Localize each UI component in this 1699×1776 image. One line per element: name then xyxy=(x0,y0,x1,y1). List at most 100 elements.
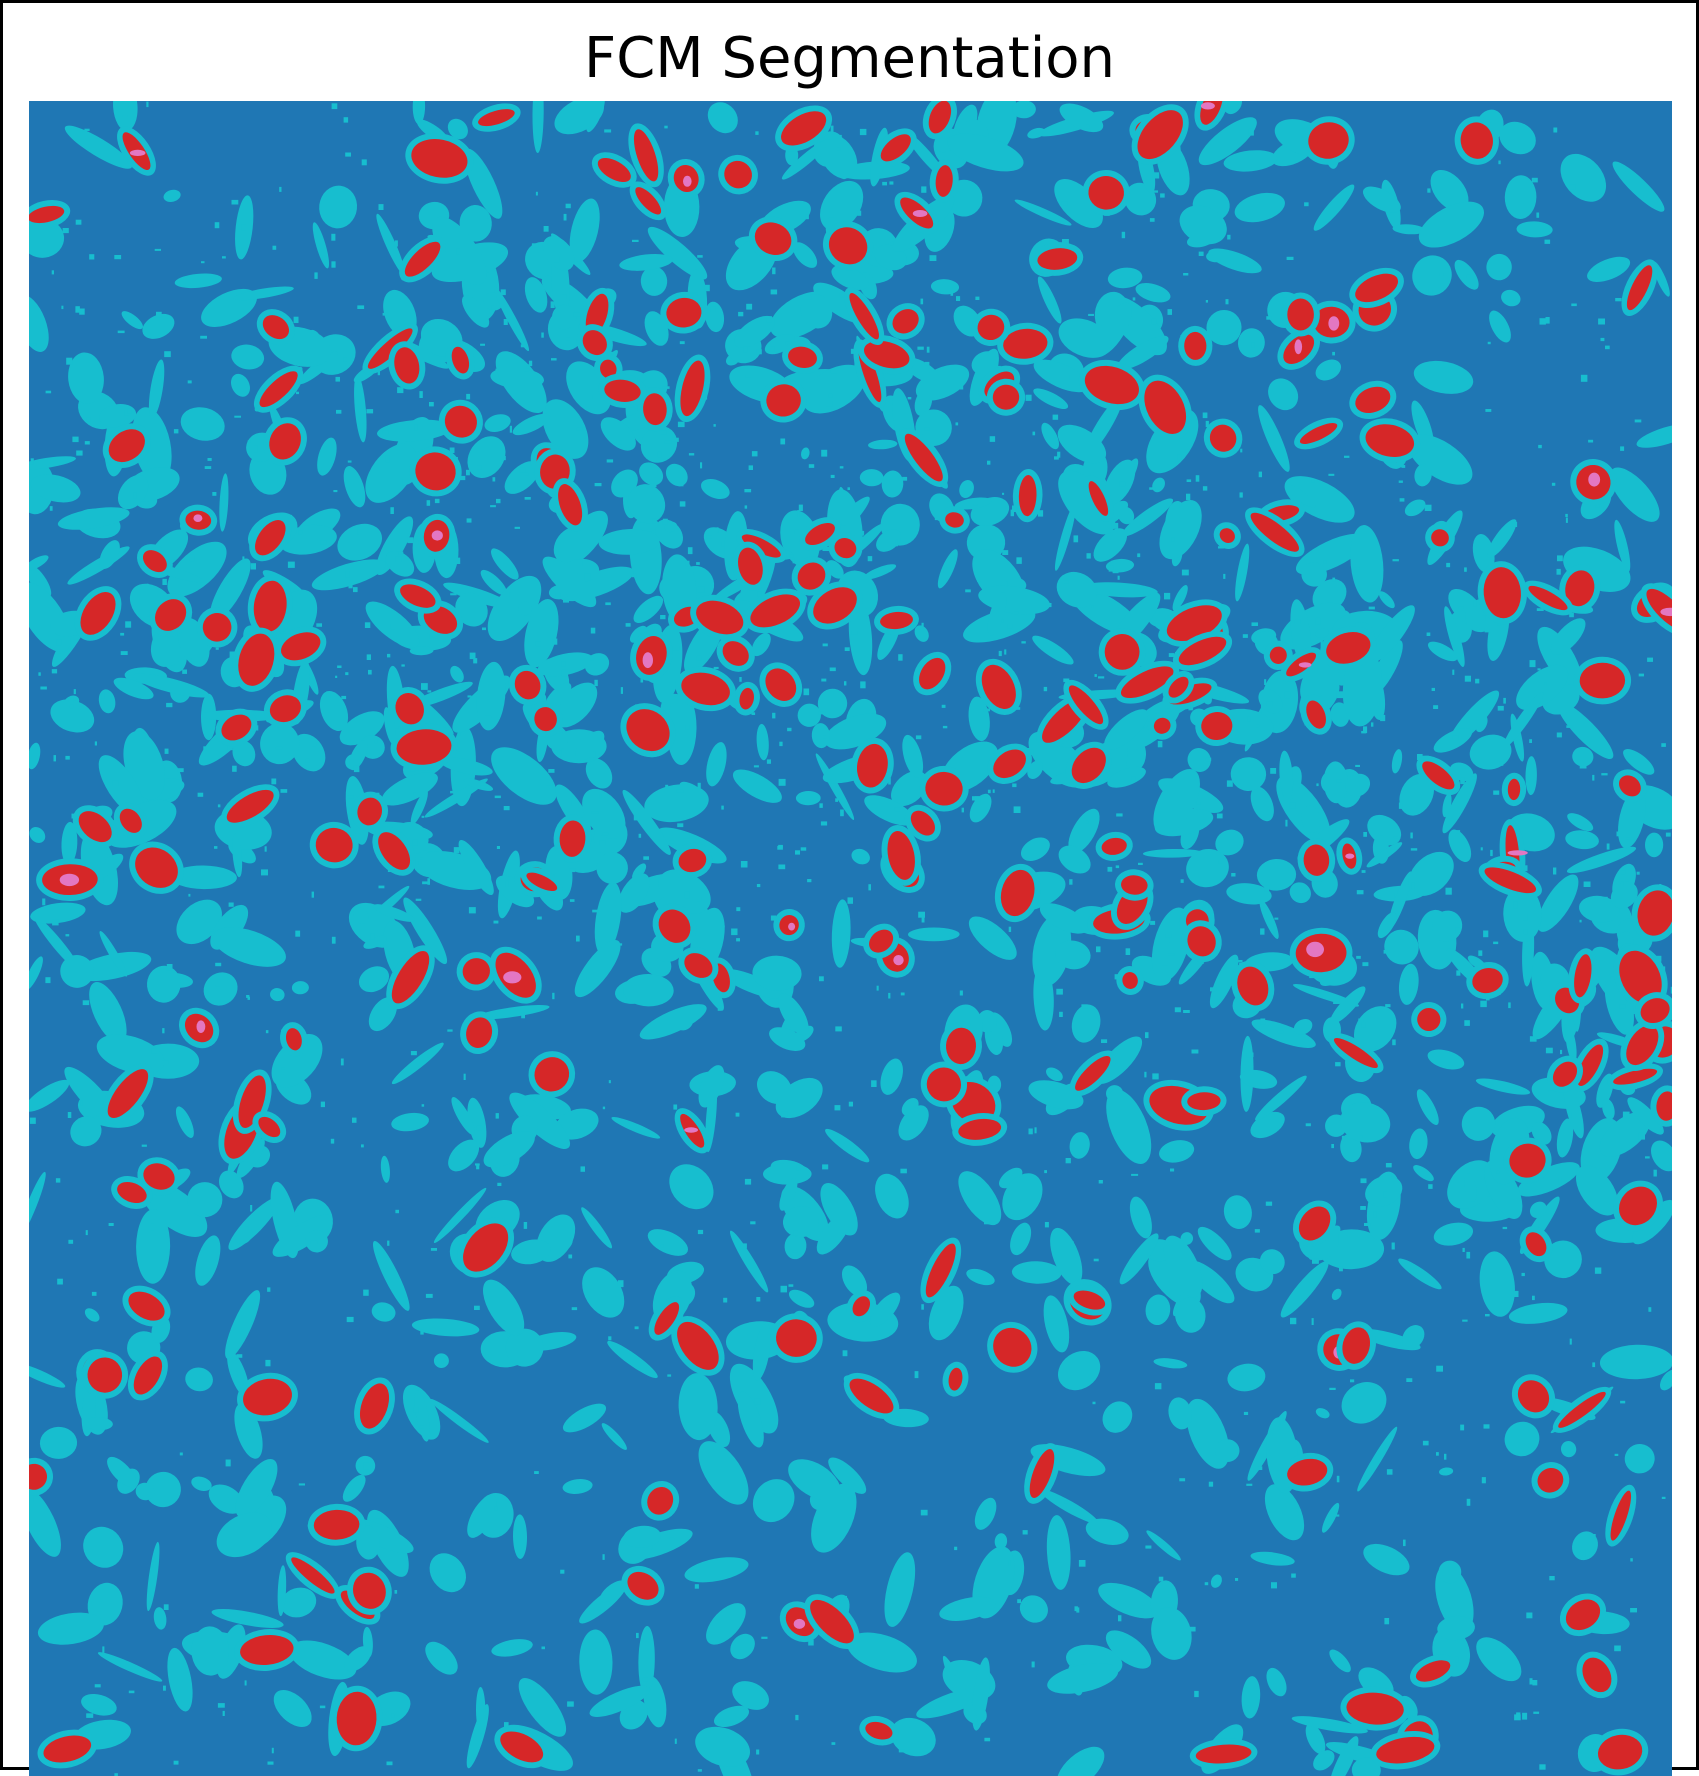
tissue-speckle xyxy=(678,482,684,487)
tissue-speckle xyxy=(551,358,557,361)
tissue-speckle xyxy=(1539,1764,1546,1770)
tissue-speckle xyxy=(57,1278,63,1285)
tissue-speckle xyxy=(1098,676,1105,679)
tissue-speckle xyxy=(1108,565,1114,572)
tissue-speckle xyxy=(778,778,786,786)
nucleus xyxy=(788,346,817,368)
tissue-blob xyxy=(1250,1551,1295,1566)
tissue-speckle xyxy=(1630,1608,1637,1613)
tissue-speckle xyxy=(1312,1258,1319,1264)
tissue-speckle xyxy=(1167,309,1172,315)
tissue-blob xyxy=(39,1426,78,1459)
tissue-speckle xyxy=(924,427,930,431)
tissue-speckle xyxy=(744,505,748,509)
tissue-speckle xyxy=(434,498,440,504)
tissue-blob xyxy=(1226,883,1272,905)
tissue-speckle xyxy=(992,789,995,793)
tissue-speckle xyxy=(1646,434,1649,440)
tissue-speckle xyxy=(1417,754,1423,760)
tissue-speckle xyxy=(1392,559,1399,562)
tissue-speckle xyxy=(1392,1039,1396,1046)
tissue-blob xyxy=(1032,914,1072,986)
tissue-blob xyxy=(638,1626,655,1696)
nucleus xyxy=(781,111,827,146)
tissue-blob xyxy=(779,1177,798,1211)
tissue-blob xyxy=(1623,749,1655,775)
tissue-blob xyxy=(1122,498,1174,537)
tissue-blob xyxy=(1058,318,1112,358)
tissue-blob xyxy=(403,897,448,965)
tissue-blob xyxy=(524,277,548,313)
tissue-speckle xyxy=(1600,337,1605,342)
tissue-blob xyxy=(459,205,492,242)
tissue-speckle xyxy=(503,319,508,325)
tissue-speckle xyxy=(203,746,207,752)
tissue-speckle xyxy=(1522,914,1528,921)
tissue-blob xyxy=(1529,1201,1547,1218)
tissue-speckle xyxy=(279,186,282,192)
tissue-speckle xyxy=(201,261,205,264)
tissue-speckle xyxy=(713,424,716,427)
tissue-speckle xyxy=(1235,1578,1239,1581)
tissue-speckle xyxy=(480,343,485,346)
tissue-speckle xyxy=(1074,1606,1078,1612)
tissue-speckle xyxy=(215,962,222,967)
nucleus xyxy=(133,1356,163,1395)
tissue-speckle xyxy=(387,1240,390,1246)
nucleus xyxy=(958,1118,1002,1140)
tissue-speckle xyxy=(1335,1062,1341,1067)
tissue-speckle xyxy=(696,562,700,565)
tissue-speckle xyxy=(182,669,187,674)
tissue-speckle xyxy=(1614,1453,1619,1456)
tissue-speckle xyxy=(141,1144,147,1147)
tissue-blob xyxy=(148,359,165,419)
tissue-speckle xyxy=(1205,757,1212,762)
tissue-speckle xyxy=(744,489,752,493)
tissue-speckle xyxy=(75,306,80,313)
tissue-speckle xyxy=(700,462,703,469)
tissue-blob xyxy=(1117,335,1169,370)
nucleus xyxy=(221,714,252,741)
tissue-speckle xyxy=(1558,1178,1562,1185)
tissue-speckle xyxy=(242,556,245,563)
tissue-blob xyxy=(1258,405,1290,472)
tissue-speckle xyxy=(1483,930,1489,938)
tissue-blob xyxy=(579,1629,613,1695)
tissue-speckle xyxy=(1329,1387,1336,1390)
tissue-speckle xyxy=(1579,919,1582,923)
tissue-blob xyxy=(1476,1637,1522,1682)
tissue-speckle xyxy=(191,657,199,662)
tissue-speckle xyxy=(543,226,549,232)
tissue-speckle xyxy=(1426,632,1431,636)
tissue-blob xyxy=(1055,940,1091,970)
tissue-blob xyxy=(203,972,238,1006)
nucleus xyxy=(357,797,383,826)
tissue-speckle xyxy=(842,1350,848,1357)
nucleus xyxy=(948,1367,963,1391)
tissue-speckle xyxy=(1194,1690,1199,1698)
tissue-speckle xyxy=(1583,1549,1586,1557)
tissue-speckle xyxy=(984,1220,990,1225)
tissue-speckle xyxy=(895,1418,901,1425)
tissue-blob xyxy=(1059,103,1104,133)
tissue-blob xyxy=(1172,585,1188,611)
tissue-blob xyxy=(1431,910,1463,942)
tissue-speckle xyxy=(1029,749,1034,756)
tissue-speckle xyxy=(421,1104,425,1107)
tissue-blob xyxy=(627,484,666,524)
tissue-speckle xyxy=(788,1284,794,1287)
tissue-blob xyxy=(280,1587,317,1618)
tissue-speckle xyxy=(164,748,169,754)
tissue-speckle xyxy=(55,1178,61,1183)
tissue-speckle xyxy=(370,933,375,940)
tissue-speckle xyxy=(1004,649,1007,655)
tissue-speckle xyxy=(1164,592,1171,600)
tissue-speckle xyxy=(1455,927,1461,934)
tissue-speckle xyxy=(204,466,212,469)
nucleus-highlight xyxy=(642,652,653,669)
tissue-blob xyxy=(582,1267,625,1318)
tissue-speckle xyxy=(1560,1049,1563,1055)
tissue-speckle xyxy=(850,348,856,354)
tissue-speckle xyxy=(1536,212,1540,218)
nucleus xyxy=(143,1163,175,1190)
